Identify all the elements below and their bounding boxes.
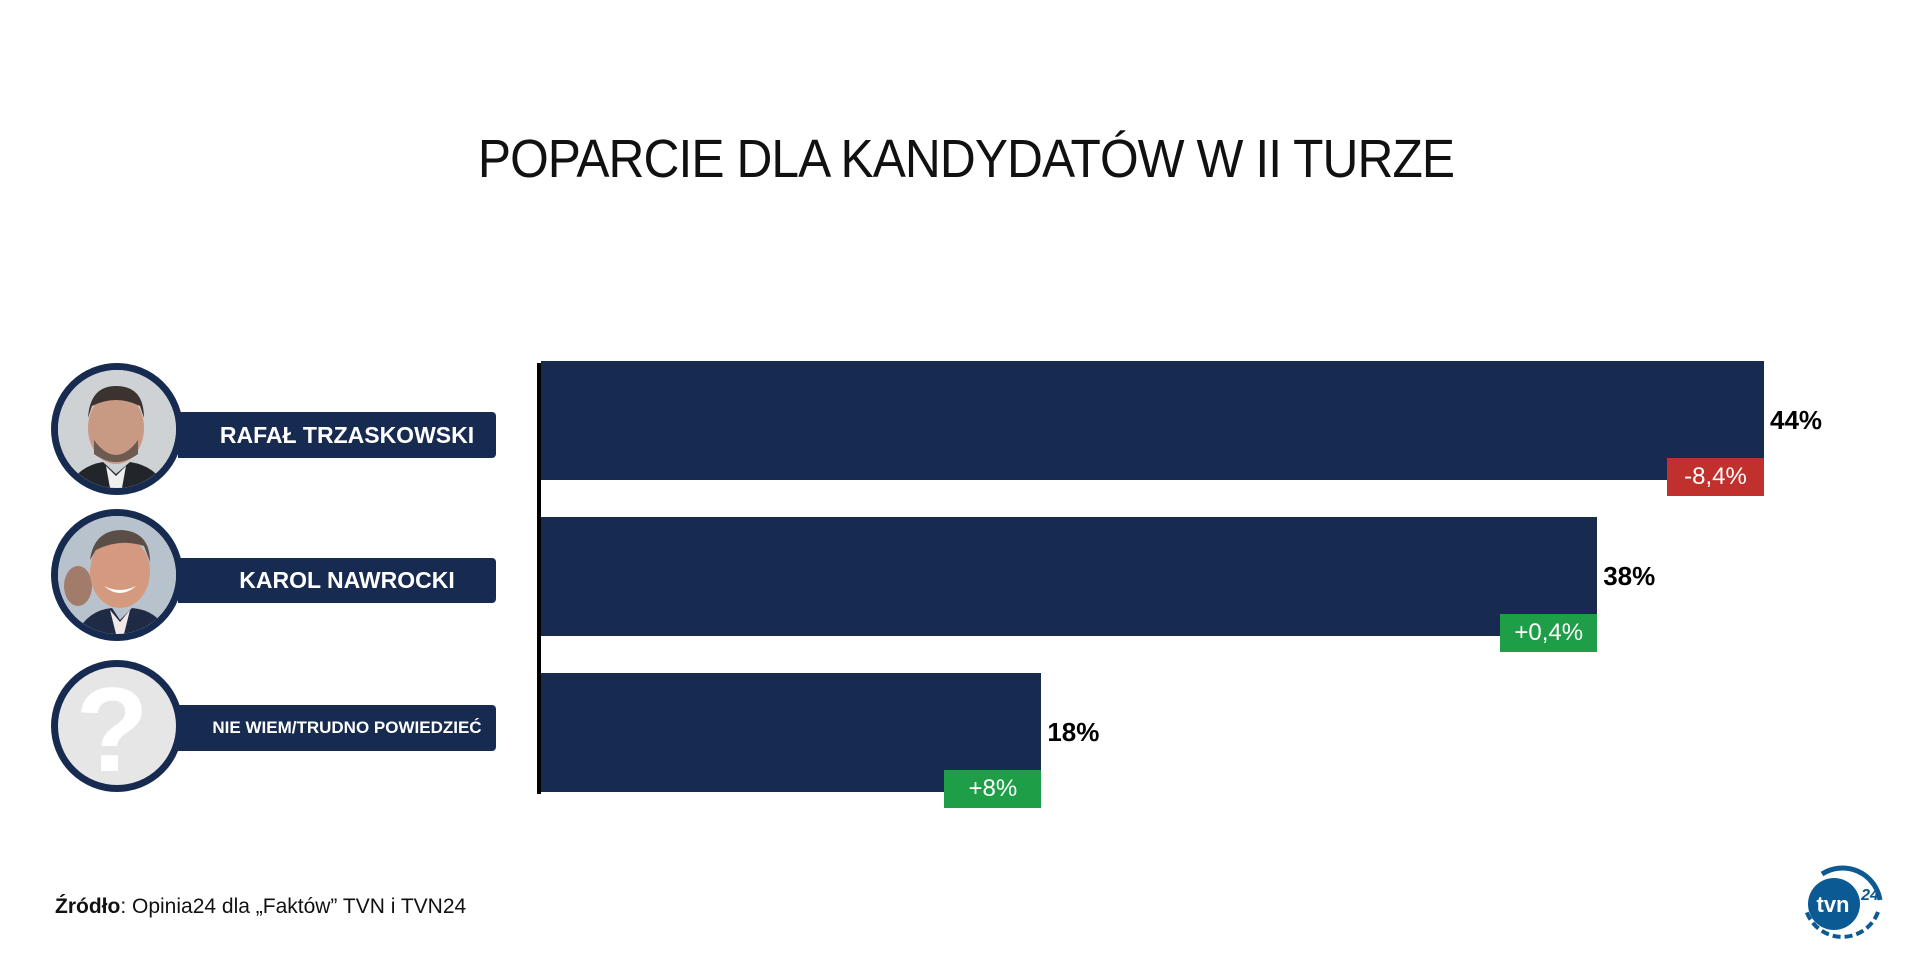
value-label: 44% bbox=[1770, 405, 1823, 435]
svg-text:24: 24 bbox=[1860, 887, 1879, 904]
avatar-nawrocki bbox=[51, 509, 183, 641]
source-label: Źródło bbox=[55, 895, 121, 918]
source-text: : Opinia24 dla „Faktów” TVN i TVN24 bbox=[120, 895, 467, 918]
tvn24-logo: tvn 24 bbox=[1800, 860, 1885, 950]
change-badge: +0,4% bbox=[1500, 614, 1598, 652]
change-badge: +8% bbox=[944, 770, 1042, 808]
value-label: 38% bbox=[1603, 561, 1656, 591]
svg-text:tvn: tvn bbox=[1817, 892, 1850, 917]
category-label: KAROL NAWROCKI bbox=[178, 558, 496, 603]
change-badge: -8,4% bbox=[1667, 458, 1764, 496]
y-axis-line bbox=[537, 363, 541, 794]
bar bbox=[541, 517, 1598, 636]
category-label: RAFAŁ TRZASKOWSKI bbox=[178, 412, 496, 458]
chart-title: POPARCIE DLA KANDYDATÓW W II TURZE bbox=[477, 129, 1455, 189]
bar bbox=[541, 361, 1764, 480]
value-label: 18% bbox=[1047, 717, 1100, 747]
svg-text:?: ? bbox=[75, 667, 148, 785]
avatar-undecided: ? bbox=[51, 660, 183, 792]
avatar-trzaskowski bbox=[51, 363, 183, 495]
question-mark-icon: ? bbox=[75, 667, 148, 785]
source-note: Źródło: Opinia24 dla „Faktów” TVN i TVN2… bbox=[55, 895, 466, 919]
category-label: NIE WIEM/TRUDNO POWIEDZIEĆ bbox=[178, 705, 496, 751]
